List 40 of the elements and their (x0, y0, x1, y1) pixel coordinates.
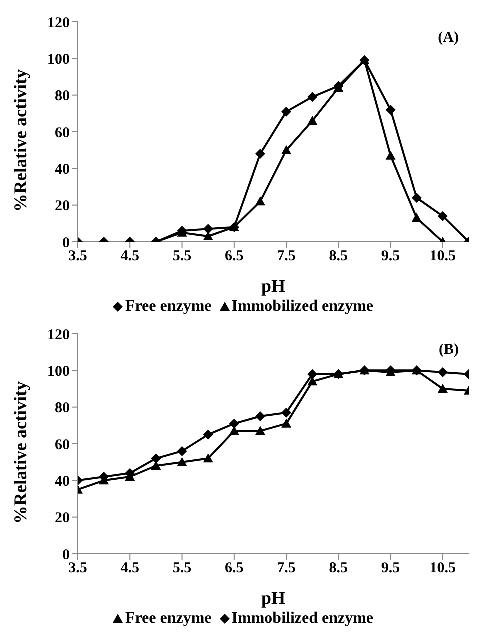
y-tick-label: 60 (55, 125, 70, 142)
x-axis-title: pH (261, 276, 286, 296)
x-tick-label: 4.5 (120, 560, 140, 577)
y-tick-label: 40 (55, 474, 70, 490)
x-tick-label: 3.5 (68, 560, 88, 577)
x-tick-label: 4.5 (120, 248, 140, 265)
y-tick-label: 20 (55, 510, 70, 527)
legend-label: Free enzyme (125, 298, 212, 316)
y-axis-title: %Relative activity (10, 70, 30, 212)
x-axis-title: pH (261, 588, 286, 608)
x-tick-label: 9.5 (381, 560, 400, 577)
y-tick-label: 120 (48, 327, 70, 344)
x-tick-label: 8.5 (329, 248, 348, 265)
x-tick-label: 10.5 (430, 560, 456, 577)
y-tick-label: 100 (48, 364, 70, 380)
y-tick-label: 60 (55, 437, 70, 454)
y-tick-label: 120 (48, 15, 70, 32)
y-axis-title: %Relative activity (10, 382, 30, 524)
x-tick-label: 7.5 (277, 560, 296, 577)
y-tick-label: 100 (48, 52, 70, 68)
y-tick-label: 40 (55, 162, 70, 178)
y-tick-label: 0 (62, 235, 70, 252)
legend-label: Immobilized enzyme (232, 610, 374, 628)
annotation: (A) (438, 30, 459, 47)
y-tick-label: 0 (62, 547, 70, 564)
x-tick-label: 5.5 (172, 560, 192, 577)
x-tick-label: 3.5 (68, 248, 88, 265)
x-tick-label: 7.5 (277, 248, 296, 265)
x-tick-label: 6.5 (225, 248, 244, 265)
x-tick-label: 10.5 (430, 248, 456, 265)
y-tick-label: 80 (55, 88, 70, 105)
y-tick-label: 80 (55, 400, 70, 417)
x-tick-label: 5.5 (172, 248, 192, 265)
legend-label: Free enzyme (125, 610, 212, 628)
legend-label: Immobilized enzyme (232, 298, 374, 316)
x-tick-label: 6.5 (225, 560, 244, 577)
x-tick-label: 8.5 (329, 560, 348, 577)
y-tick-label: 20 (55, 198, 70, 215)
annotation: (B) (439, 342, 459, 359)
x-tick-label: 9.5 (381, 248, 400, 265)
